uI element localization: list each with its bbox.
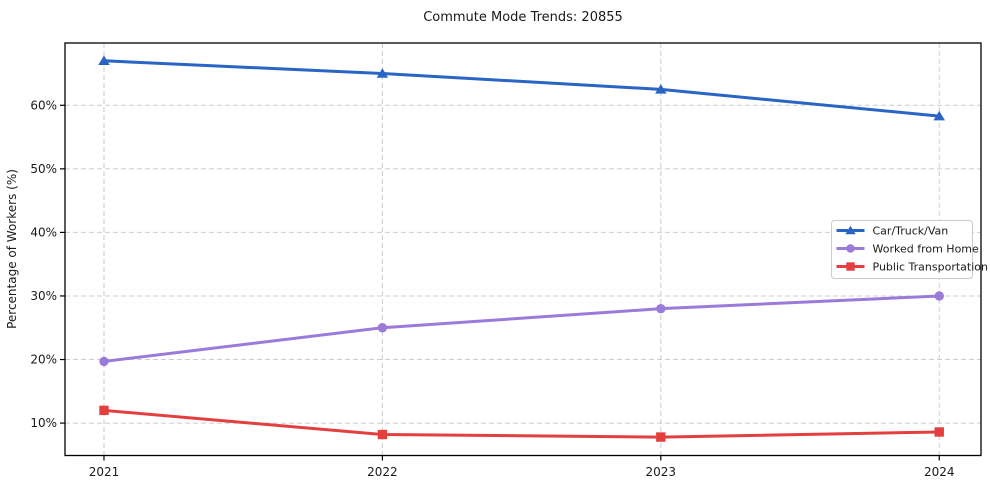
legend-entry-car-truck-van: Car/Truck/Van xyxy=(836,225,949,238)
series-line-worked-from-home xyxy=(102,294,941,363)
circle-marker xyxy=(99,356,109,367)
chart-title: Commute Mode Trends: 20855 xyxy=(423,10,623,25)
series-worked-from-home xyxy=(99,291,944,367)
triangle-marker xyxy=(98,55,110,66)
circle-marker xyxy=(656,303,666,314)
square-marker xyxy=(656,432,666,442)
legend-circle-marker xyxy=(846,244,855,253)
y-tick-label: 30% xyxy=(30,289,57,303)
x-tick-label: 2023 xyxy=(646,465,677,479)
legend-label: Worked from Home xyxy=(873,243,980,256)
legend-box xyxy=(831,220,973,279)
square-marker xyxy=(99,405,109,416)
x-tick-label: 2024 xyxy=(924,465,955,479)
square-marker xyxy=(934,427,944,437)
y-tick-label: 40% xyxy=(30,225,57,239)
series-line-car-truck-van xyxy=(102,59,941,118)
x-tick-label: 2021 xyxy=(89,465,120,479)
series-line-public-transportation xyxy=(102,408,941,439)
triangle-marker xyxy=(933,110,945,121)
legend: Car/Truck/Van Worked from Home Public Tran… xyxy=(831,220,989,279)
triangle-marker xyxy=(655,84,667,94)
triangle-marker xyxy=(376,68,389,78)
y-axis-label: Percentage of Workers (%) xyxy=(5,169,19,329)
circle-marker xyxy=(934,291,944,301)
y-tick-label: 50% xyxy=(30,162,57,176)
y-tick-label: 60% xyxy=(30,98,57,112)
legend-entry-worked-from-home: Worked from Home xyxy=(836,243,980,256)
series-public-transportation xyxy=(99,405,944,442)
legend-triangle-marker xyxy=(845,225,856,235)
y-tick-label: 20% xyxy=(30,353,57,367)
x-tick-label: 2022 xyxy=(367,465,398,479)
square-marker xyxy=(377,429,388,440)
y-tick-label: 10% xyxy=(30,416,57,430)
legend-label: Car/Truck/Van xyxy=(873,225,949,238)
series-car-truck-van xyxy=(98,55,945,121)
circle-marker xyxy=(377,323,388,333)
legend-entry-public-transportation: Public Transportation xyxy=(836,261,989,274)
legend-square-marker xyxy=(846,262,855,271)
legend-label: Public Transportation xyxy=(873,261,989,274)
plot-frame xyxy=(64,42,982,457)
